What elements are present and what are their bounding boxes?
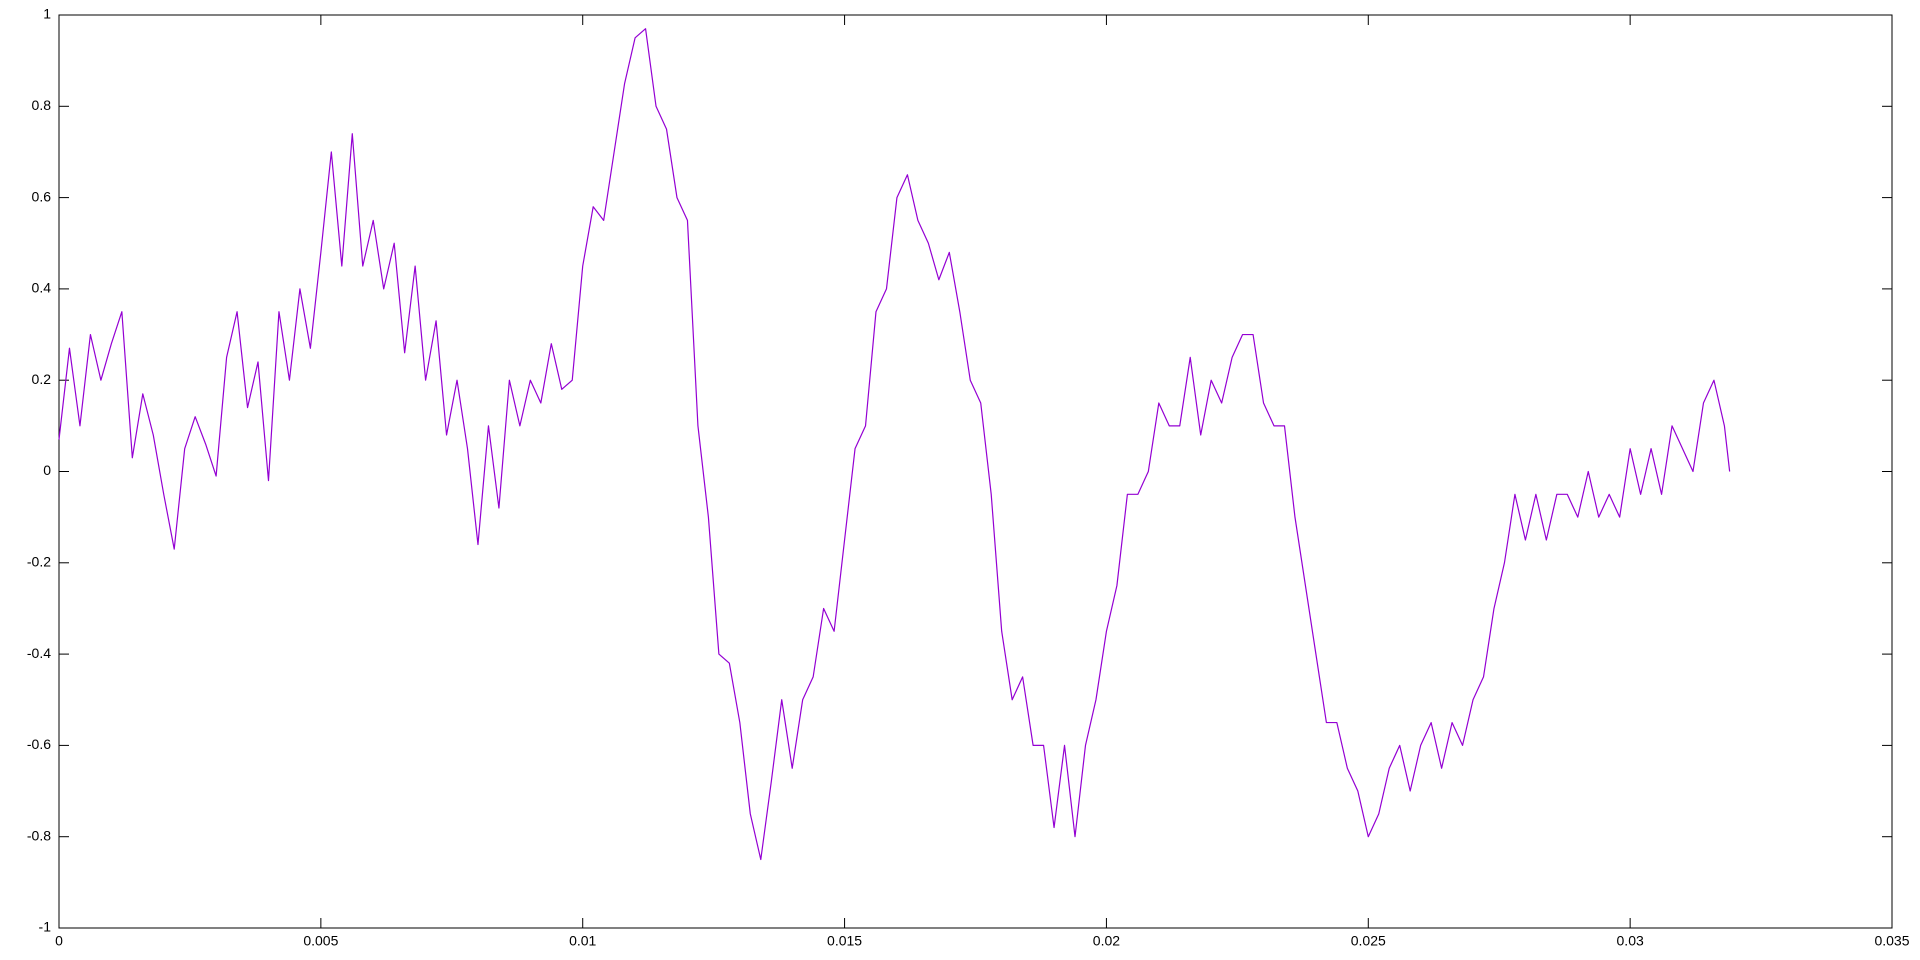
y-tick-label: 1 [43, 6, 51, 22]
x-tick-label: 0.005 [303, 933, 338, 949]
y-tick-label: 0 [43, 462, 51, 478]
data-line [58, 28, 1731, 861]
y-tick-label: -0.2 [27, 554, 51, 570]
y-tick-label: 0.6 [32, 188, 52, 204]
plot-border [58, 14, 1893, 929]
x-tick-label: 0 [55, 933, 63, 949]
x-tick-label: 0.015 [827, 933, 862, 949]
y-tick-label: -1 [39, 919, 52, 935]
x-tick-label: 0.025 [1351, 933, 1386, 949]
y-tick-label: 0.4 [32, 280, 52, 296]
x-tick-label: 0.03 [1617, 933, 1644, 949]
y-tick-label: -0.8 [27, 827, 51, 843]
x-tick-label: 0.02 [1093, 933, 1120, 949]
y-tick-label: 0.2 [32, 371, 52, 387]
x-tick-label: 0.01 [569, 933, 596, 949]
y-tick-label: -0.4 [27, 645, 51, 661]
x-tick-label: 0.035 [1874, 933, 1909, 949]
y-tick-label: -0.6 [27, 736, 51, 752]
y-tick-label: 0.8 [32, 97, 52, 113]
